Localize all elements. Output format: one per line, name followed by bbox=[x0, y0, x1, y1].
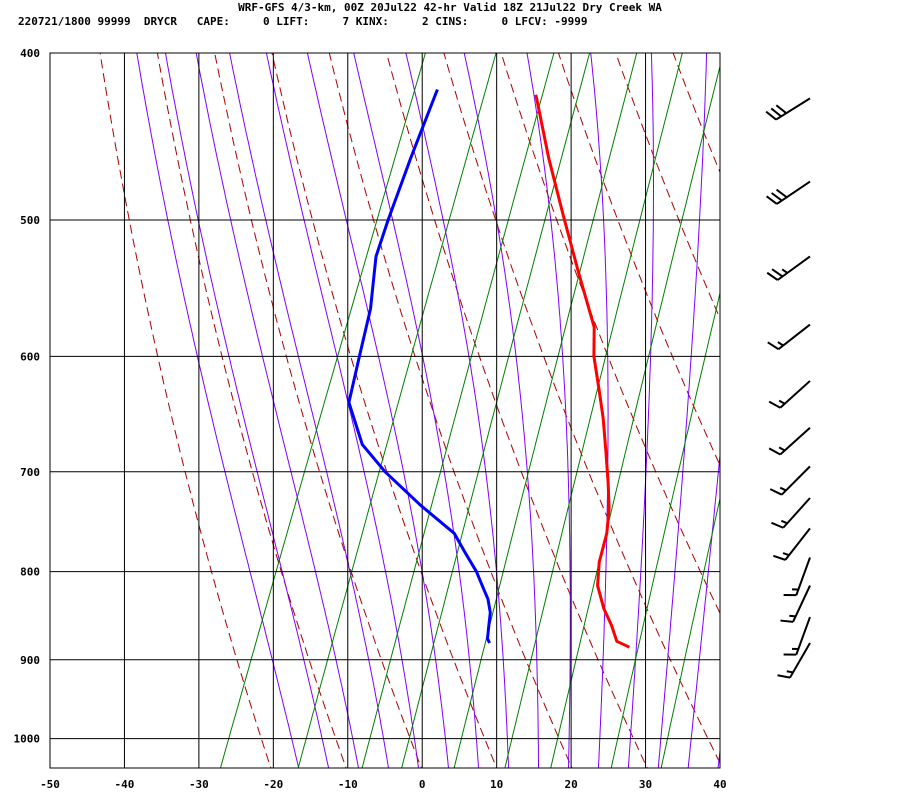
x-tick-label: 20 bbox=[564, 778, 577, 791]
moist-adiabat bbox=[463, 53, 539, 768]
dry-adiabat bbox=[615, 53, 720, 320]
moist-adiabat bbox=[229, 53, 390, 768]
x-tick-label: 10 bbox=[490, 778, 503, 791]
mixing-ratio-line bbox=[550, 64, 720, 768]
dry-adiabat bbox=[443, 53, 720, 765]
y-tick-label: 400 bbox=[20, 47, 40, 60]
x-tick-label: -40 bbox=[115, 778, 135, 791]
wind-barb bbox=[771, 497, 811, 529]
wind-barb bbox=[773, 527, 811, 561]
x-tick-label: -10 bbox=[338, 778, 358, 791]
moist-adiabat bbox=[657, 53, 708, 768]
moist-adiabat bbox=[164, 53, 330, 768]
dry-adiabat bbox=[723, 34, 900, 775]
wind-barb bbox=[766, 180, 811, 205]
background-lines bbox=[99, 34, 900, 775]
mixing-ratio-line bbox=[361, 53, 555, 768]
x-tick-label: 40 bbox=[713, 778, 726, 791]
x-tick-label: -20 bbox=[263, 778, 283, 791]
dry-adiabat bbox=[837, 34, 900, 775]
sounding-stats: 220721/1800 99999 DRYCR CAPE: 0 LIFT: 7 … bbox=[18, 15, 588, 28]
y-tick-label: 500 bbox=[20, 214, 40, 227]
plot-frame bbox=[49, 52, 721, 769]
wind-barb bbox=[768, 426, 811, 456]
dry-adiabat bbox=[99, 53, 272, 768]
x-tick-label: -30 bbox=[189, 778, 209, 791]
x-tick-label: 30 bbox=[639, 778, 652, 791]
moist-adiabat bbox=[405, 53, 510, 768]
dry-adiabat bbox=[328, 53, 573, 768]
mixing-ratio-line bbox=[610, 290, 720, 768]
dry-adiabat bbox=[214, 53, 422, 768]
dry-adiabat bbox=[271, 53, 498, 768]
wind-barb bbox=[777, 642, 811, 679]
moist-adiabat bbox=[627, 53, 654, 768]
moist-adiabat bbox=[717, 746, 720, 768]
moist-adiabat bbox=[687, 450, 720, 768]
mixing-ratio-line bbox=[219, 53, 426, 768]
wind-barb bbox=[780, 585, 811, 623]
profiles bbox=[347, 88, 631, 649]
wind-barb bbox=[768, 380, 811, 409]
wind-barb bbox=[765, 97, 811, 121]
wind-barb bbox=[766, 255, 811, 281]
y-tick-label: 1000 bbox=[14, 733, 41, 746]
y-tick-label: 700 bbox=[20, 466, 40, 479]
x-tick-label: -50 bbox=[40, 778, 60, 791]
moist-adiabat bbox=[526, 53, 571, 768]
tick-labels: -50 -40 -30 -20 -10 0 10 20 30 40 400 500 600 700 800 9… bbox=[14, 47, 727, 791]
wind-barb bbox=[769, 465, 811, 496]
moist-adiabat bbox=[353, 53, 480, 768]
mixing-ratio-line bbox=[660, 496, 720, 768]
moist-adiabat bbox=[136, 53, 300, 768]
grid bbox=[49, 52, 721, 768]
dewpoint-profile bbox=[347, 88, 492, 644]
wind-barb bbox=[767, 323, 811, 351]
y-tick-label: 900 bbox=[20, 654, 40, 667]
moist-adiabat bbox=[265, 53, 420, 768]
wind-barb bbox=[783, 616, 811, 656]
wind-barbs bbox=[765, 97, 811, 679]
y-tick-label: 600 bbox=[20, 350, 40, 363]
temperature-profile bbox=[534, 94, 631, 649]
y-tick-label: 800 bbox=[20, 566, 40, 579]
moist-adiabat bbox=[195, 53, 360, 768]
x-tick-label: 0 bbox=[419, 778, 426, 791]
chart-title: WRF-GFS 4/3-km, 00Z 20Jul22 42-hr Valid … bbox=[238, 1, 662, 14]
wind-barb bbox=[783, 557, 811, 597]
dry-adiabat bbox=[894, 34, 900, 775]
